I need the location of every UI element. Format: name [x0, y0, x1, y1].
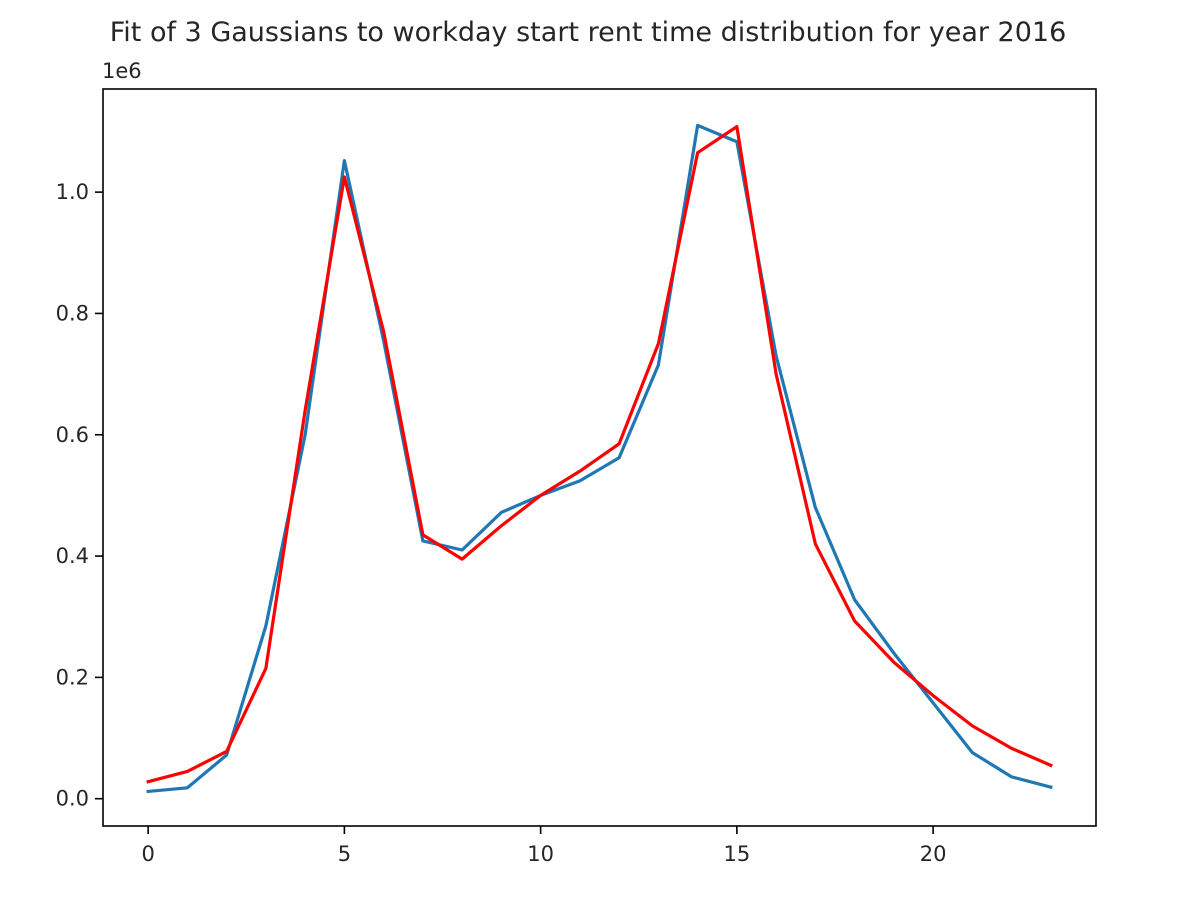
y-tick-label: 0.2 — [56, 665, 89, 689]
x-tick-label: 0 — [141, 842, 154, 866]
y-tick-label: 0.8 — [56, 301, 89, 325]
y-tick-label: 1.0 — [56, 180, 89, 204]
y-tick-label: 0.4 — [56, 544, 89, 568]
y-tick-label: 0.0 — [56, 787, 89, 811]
x-tick-label: 15 — [724, 842, 751, 866]
chart-title: Fit of 3 Gaussians to workday start rent… — [110, 17, 1067, 48]
y-tick-label: 0.6 — [56, 423, 89, 447]
y-offset-label: 1e6 — [102, 59, 142, 83]
x-tick-label: 10 — [527, 842, 554, 866]
series-line-fit — [146, 125, 1053, 784]
x-axis-ticks: 0 5 10 15 20 — [141, 826, 946, 866]
x-tick-label: 5 — [338, 842, 351, 866]
y-axis-ticks: 0.0 0.2 0.4 0.6 0.8 1.0 — [56, 180, 103, 811]
x-tick-label: 20 — [920, 842, 947, 866]
series-line-observed — [146, 123, 1053, 794]
plot-frame — [102, 88, 1097, 827]
series-lines — [146, 123, 1053, 794]
